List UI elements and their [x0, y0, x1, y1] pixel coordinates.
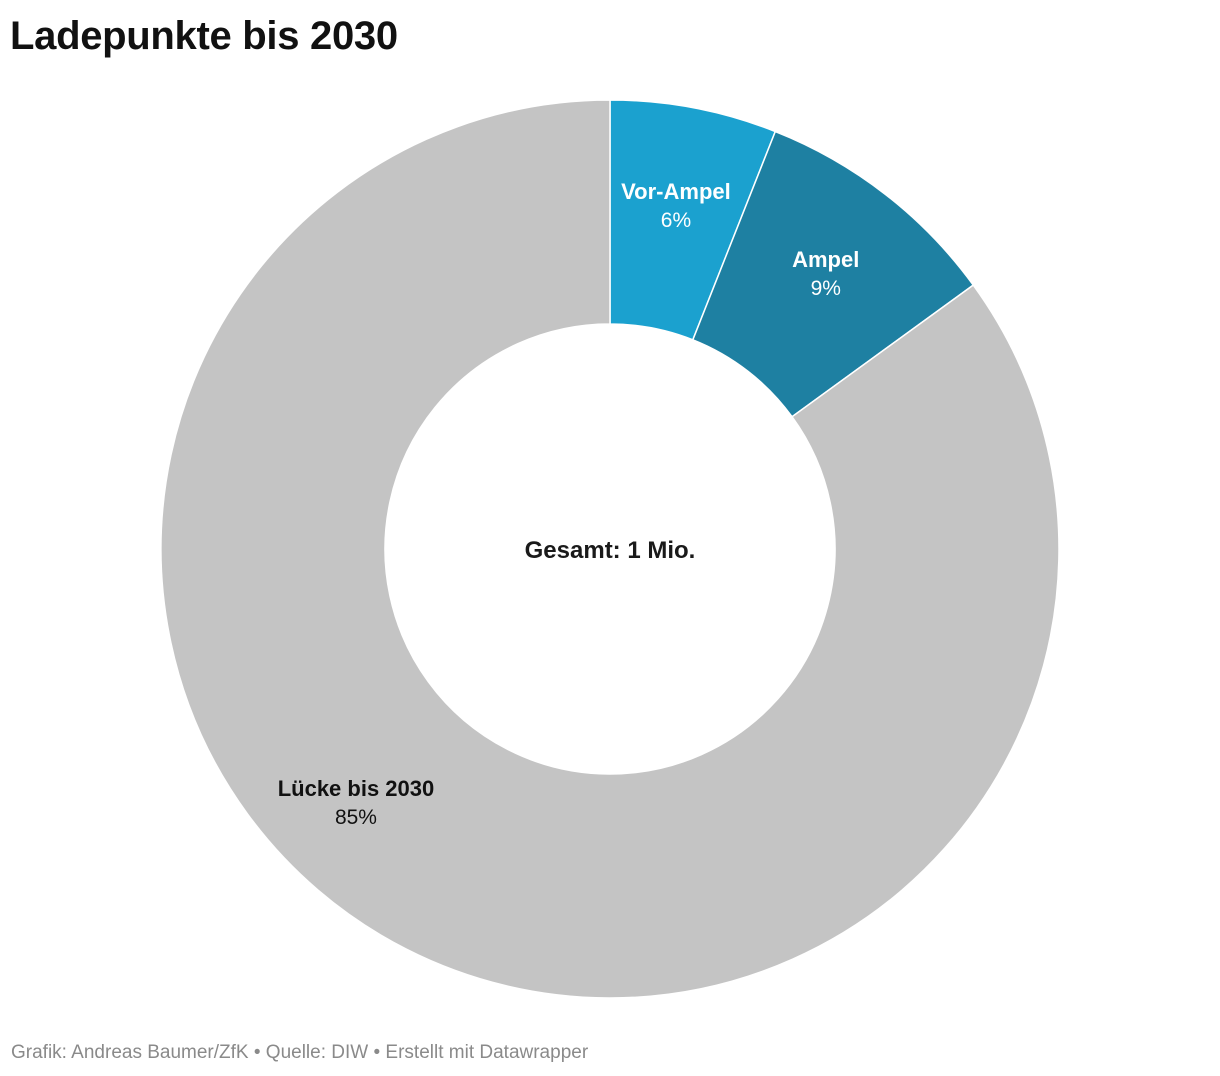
slice-label-vor-ampel: Vor-Ampel: [621, 179, 731, 204]
slice-value-lucke-bis-2030: 85%: [335, 806, 377, 829]
slice-value-ampel: 9%: [811, 277, 841, 300]
slice-value-vor-ampel: 6%: [661, 209, 691, 232]
donut-slices: [160, 99, 1060, 999]
slice-lucke-bis-2030: [160, 99, 1060, 999]
chart-title: Ladepunkte bis 2030: [10, 14, 398, 58]
slice-label-ampel: Ampel: [792, 247, 859, 272]
slice-label-lucke-bis-2030: Lücke bis 2030: [278, 776, 435, 801]
source-footer: Grafik: Andreas Baumer/ZfK • Quelle: DIW…: [11, 1042, 589, 1063]
donut-chart: Vor-Ampel 6% Ampel 9% Lücke bis 2030 85% Gesa…: [160, 99, 1060, 999]
center-label: Gesamt: 1 Mio.: [525, 537, 696, 564]
slice-labels: Vor-Ampel 6% Ampel 9% Lücke bis 2030 85%: [278, 179, 860, 829]
